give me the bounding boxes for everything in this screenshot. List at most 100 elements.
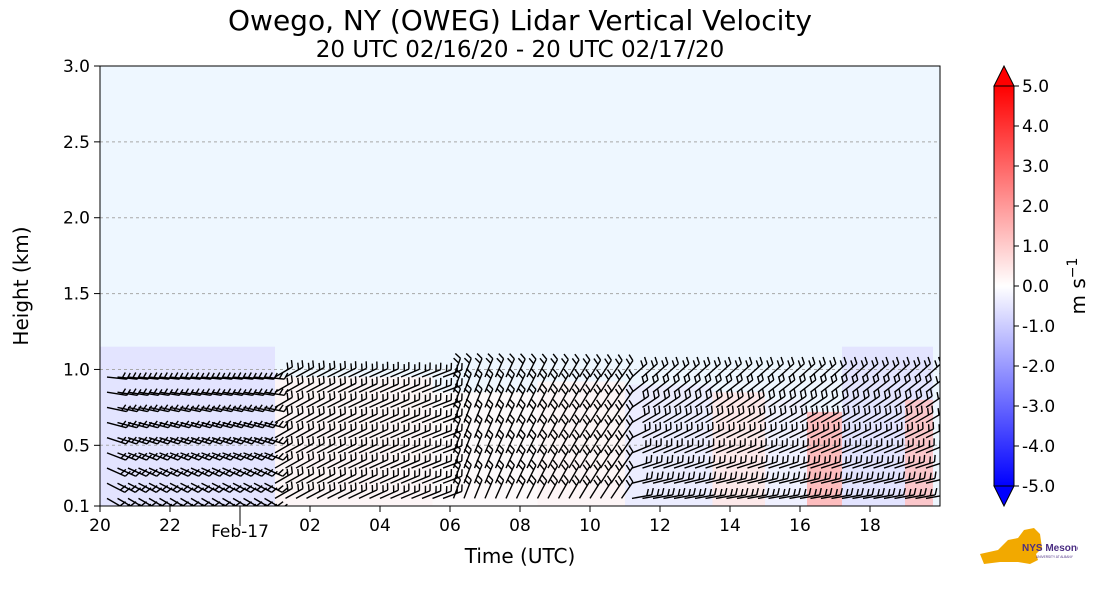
wind-barb-flag xyxy=(934,360,938,368)
wind-barb-flag xyxy=(625,403,631,411)
wind-barb xyxy=(169,467,189,477)
wind-barb-flag xyxy=(897,472,901,480)
wind-barb xyxy=(494,419,505,439)
wind-barb-flag xyxy=(818,360,823,368)
wind-barb xyxy=(589,374,602,393)
wind-barb-flag xyxy=(188,405,195,412)
wind-barb-flag xyxy=(847,405,850,413)
wind-barb xyxy=(484,479,494,499)
wind-barb xyxy=(253,376,274,380)
wind-barb xyxy=(159,406,180,413)
wind-barb xyxy=(316,412,336,424)
y-tick-label: 2.5 xyxy=(63,133,90,153)
wind-barb xyxy=(316,382,336,393)
wind-barb xyxy=(715,395,733,408)
wind-barb-flag xyxy=(509,459,515,466)
wind-barb xyxy=(747,461,767,469)
wind-barb-flag xyxy=(318,484,321,492)
wind-barb xyxy=(862,411,881,424)
wind-barb-flag xyxy=(850,471,853,479)
wind-barb-flag xyxy=(318,408,321,416)
wind-barb-flag xyxy=(617,369,623,376)
wind-barb-flag xyxy=(530,459,537,466)
wind-barb-flag xyxy=(776,360,781,368)
wind-barb-flag xyxy=(856,488,860,496)
wind-barb xyxy=(211,376,232,380)
wind-barb xyxy=(526,358,537,378)
wind-barb xyxy=(211,452,231,461)
wind-barb xyxy=(694,428,714,439)
wind-barb-flag xyxy=(219,470,226,477)
wind-barb xyxy=(106,376,127,380)
wind-barb xyxy=(274,411,293,424)
wind-barb xyxy=(736,461,757,469)
wind-barb xyxy=(652,395,670,408)
wind-barb-flag xyxy=(541,383,548,391)
wind-barb xyxy=(494,449,505,469)
wind-barb-flag xyxy=(872,376,876,384)
wind-barb-flag xyxy=(301,436,304,444)
wind-barb-flag xyxy=(498,368,505,375)
wind-barb xyxy=(390,413,410,424)
wind-barb xyxy=(306,427,325,439)
wind-barb xyxy=(694,395,712,408)
wind-barb-flag xyxy=(804,389,807,397)
wind-barb xyxy=(915,363,931,378)
wind-barb-flag xyxy=(664,408,667,416)
wind-barb xyxy=(925,430,940,439)
wind-barb xyxy=(285,487,304,500)
wind-barb xyxy=(159,482,178,493)
wind-barb-flag xyxy=(790,408,793,416)
wind-barb-flag xyxy=(571,358,578,365)
wind-barb-flag xyxy=(876,456,879,464)
wind-barb-flag xyxy=(695,408,699,416)
wind-barb-flag xyxy=(215,404,221,411)
wind-barb-flag xyxy=(919,488,923,496)
wind-barb-flag xyxy=(729,456,732,464)
wind-barb-flag xyxy=(829,360,833,368)
wind-barb xyxy=(536,389,548,408)
wind-barb-flag xyxy=(193,468,200,475)
wind-barb xyxy=(452,358,462,378)
wind-barb-flag xyxy=(651,376,655,384)
wind-barb-flag xyxy=(773,405,777,413)
wind-barb xyxy=(159,497,175,506)
wind-barb-flag xyxy=(329,469,331,477)
wind-barb xyxy=(243,437,263,445)
colorbar-tick-label: 2.0 xyxy=(1022,197,1049,217)
wind-barb xyxy=(411,429,431,439)
wind-barb-flag xyxy=(776,454,779,462)
wind-barb xyxy=(190,467,210,477)
wind-barb xyxy=(432,460,452,469)
wind-barb-flag xyxy=(498,474,505,481)
wind-barb xyxy=(159,421,179,429)
wind-barb xyxy=(253,467,273,477)
wind-barb xyxy=(190,482,210,493)
wind-barb xyxy=(599,405,612,423)
wind-barb-flag xyxy=(708,472,712,480)
wind-barb-flag xyxy=(884,408,888,416)
wind-barb xyxy=(264,391,285,397)
wind-barb-flag xyxy=(617,354,623,361)
wind-barb-flag xyxy=(811,408,814,416)
wind-barb-flag xyxy=(678,389,681,397)
wind-barb xyxy=(285,442,304,454)
wind-barb-flag xyxy=(923,471,927,479)
wind-barb-flag xyxy=(550,373,556,380)
wind-barb-flag xyxy=(509,368,515,375)
wind-barb xyxy=(411,475,431,484)
wind-barb-flag xyxy=(297,362,300,370)
wind-barb-flag xyxy=(708,456,711,464)
wind-barb-flag xyxy=(614,373,620,381)
wind-barb xyxy=(274,487,293,500)
wind-barb xyxy=(536,404,548,423)
wind-barb-flag xyxy=(821,408,825,416)
wind-barb xyxy=(505,479,516,499)
wind-barb-flag xyxy=(744,454,747,462)
wind-barb xyxy=(190,391,211,397)
wind-barb-flag xyxy=(787,471,790,479)
wind-barb-flag xyxy=(604,464,610,472)
wind-barb-flag xyxy=(803,456,806,464)
wind-barb-flag xyxy=(552,383,559,391)
wind-barb-flag xyxy=(278,436,284,443)
